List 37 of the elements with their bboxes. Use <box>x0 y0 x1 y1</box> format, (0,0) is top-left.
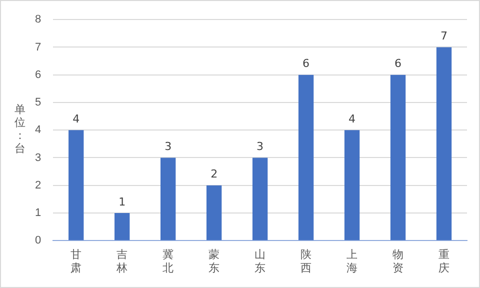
y-tick-label: 3 <box>34 152 42 164</box>
bar <box>252 158 268 240</box>
y-tick-label: 2 <box>34 179 42 192</box>
x-tick-label: 陕西 <box>300 249 312 274</box>
y-tick-label: 0 <box>34 234 42 247</box>
bar <box>390 74 406 240</box>
y-axis-title: 单位：台 <box>14 103 26 155</box>
y-tick-label: 6 <box>34 68 42 81</box>
x-tick-label: 上海 <box>346 248 358 274</box>
data-label: 4 <box>72 112 80 126</box>
data-label: 1 <box>118 195 126 208</box>
x-tick-label: 冀北 <box>162 248 174 274</box>
data-label: 6 <box>394 57 402 70</box>
bar <box>160 158 176 240</box>
data-label: 3 <box>256 140 264 154</box>
data-label: 4 <box>348 112 356 126</box>
bar <box>436 47 452 240</box>
bar <box>298 74 314 240</box>
x-tick-label: 甘肃 <box>70 248 82 274</box>
x-tick-label: 吉林 <box>116 248 128 274</box>
bar <box>344 130 360 240</box>
y-tick-label: 5 <box>34 96 42 109</box>
data-label: 6 <box>302 57 310 70</box>
data-label: 7 <box>440 30 448 43</box>
x-tick-label: 蒙东 <box>208 248 220 274</box>
bar <box>68 130 84 240</box>
bar <box>206 185 222 240</box>
data-label: 2 <box>210 168 218 181</box>
y-tick-label: 1 <box>34 207 42 220</box>
x-tick-label: 重庆 <box>438 248 450 274</box>
x-tick-label: 物资 <box>392 249 404 274</box>
y-tick-label: 8 <box>34 14 42 26</box>
x-tick-label: 山东 <box>254 248 266 274</box>
data-label: 3 <box>164 140 172 154</box>
y-tick-label: 4 <box>34 124 42 136</box>
bar <box>114 212 130 240</box>
y-tick-label: 7 <box>34 41 42 54</box>
